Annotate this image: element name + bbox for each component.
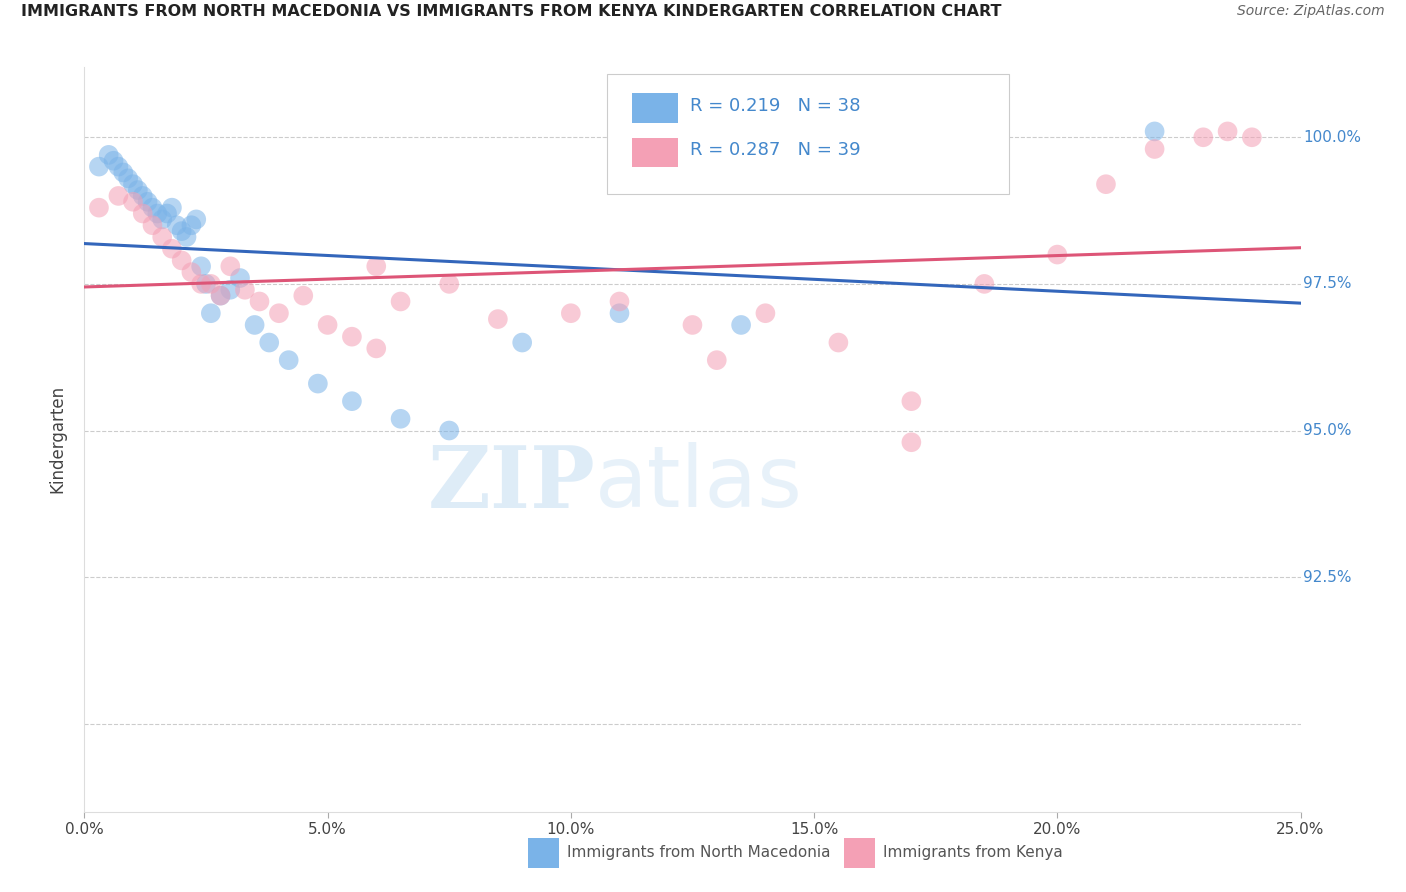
Point [609, 294, 631, 309]
FancyBboxPatch shape [631, 93, 678, 123]
Point [166, 219, 188, 233]
FancyBboxPatch shape [631, 137, 678, 168]
Point [150, 212, 173, 227]
Text: ZIP: ZIP [427, 442, 595, 526]
Point [87, 160, 110, 174]
Point [200, 277, 222, 291]
Point [180, 265, 202, 279]
Point [609, 306, 631, 320]
Point [219, 260, 242, 274]
Point [170, 253, 193, 268]
Text: R = 0.287   N = 39: R = 0.287 N = 39 [690, 141, 860, 160]
Point [229, 271, 252, 285]
Point [141, 219, 163, 233]
Point [243, 318, 266, 332]
Point [170, 224, 193, 238]
Point [107, 189, 129, 203]
Point [439, 424, 461, 438]
Text: 100.0%: 100.0% [1303, 129, 1361, 145]
Point [160, 201, 183, 215]
Point [316, 318, 339, 332]
Point [973, 142, 995, 156]
Point [122, 177, 145, 191]
Point [307, 376, 329, 391]
Point [117, 171, 139, 186]
Point [219, 283, 242, 297]
FancyBboxPatch shape [607, 74, 1008, 194]
Point [1143, 124, 1166, 138]
Point [249, 294, 271, 309]
Point [160, 242, 183, 256]
Point [730, 318, 752, 332]
Text: Immigrants from Kenya: Immigrants from Kenya [883, 846, 1063, 860]
Point [1240, 130, 1263, 145]
Point [277, 353, 299, 368]
Y-axis label: Kindergarten: Kindergarten [48, 385, 66, 493]
Text: 97.5%: 97.5% [1303, 277, 1351, 292]
Text: Immigrants from North Macedonia: Immigrants from North Macedonia [567, 846, 831, 860]
Text: IMMIGRANTS FROM NORTH MACEDONIA VS IMMIGRANTS FROM KENYA KINDERGARTEN CORRELATIO: IMMIGRANTS FROM NORTH MACEDONIA VS IMMIG… [21, 4, 1001, 20]
Point [136, 194, 159, 209]
Point [340, 394, 363, 409]
Point [366, 342, 388, 356]
Point [1192, 130, 1215, 145]
Point [389, 411, 412, 425]
Point [340, 329, 363, 343]
Point [267, 306, 290, 320]
Point [827, 335, 849, 350]
Point [190, 277, 212, 291]
Point [180, 219, 202, 233]
Point [233, 283, 256, 297]
Point [194, 277, 218, 291]
Point [900, 435, 922, 450]
Point [292, 288, 315, 302]
Point [176, 230, 198, 244]
Text: atlas: atlas [595, 442, 803, 525]
Point [1216, 124, 1239, 138]
Point [486, 312, 509, 326]
Point [706, 353, 728, 368]
Point [389, 294, 412, 309]
Point [257, 335, 280, 350]
Point [1095, 177, 1118, 191]
Point [510, 335, 533, 350]
Point [132, 206, 155, 220]
Point [112, 165, 135, 179]
Point [560, 306, 582, 320]
Point [127, 183, 149, 197]
Point [146, 206, 169, 220]
Point [156, 206, 179, 220]
Point [754, 306, 776, 320]
Point [900, 394, 922, 409]
Point [103, 153, 125, 168]
Point [1046, 247, 1069, 261]
FancyBboxPatch shape [529, 838, 558, 868]
Point [122, 194, 145, 209]
Text: Source: ZipAtlas.com: Source: ZipAtlas.com [1237, 4, 1385, 19]
Point [190, 260, 212, 274]
Point [132, 189, 155, 203]
Point [682, 318, 704, 332]
Point [973, 277, 995, 291]
Point [366, 260, 388, 274]
Text: 92.5%: 92.5% [1303, 570, 1351, 584]
Point [97, 148, 120, 162]
Point [200, 306, 222, 320]
Text: 95.0%: 95.0% [1303, 423, 1351, 438]
Point [186, 212, 208, 227]
Point [141, 201, 163, 215]
Point [209, 288, 232, 302]
Point [209, 288, 232, 302]
Point [439, 277, 461, 291]
Point [87, 201, 110, 215]
FancyBboxPatch shape [845, 838, 875, 868]
Point [150, 230, 173, 244]
Text: R = 0.219   N = 38: R = 0.219 N = 38 [690, 96, 860, 115]
Point [1143, 142, 1166, 156]
Point [107, 160, 129, 174]
